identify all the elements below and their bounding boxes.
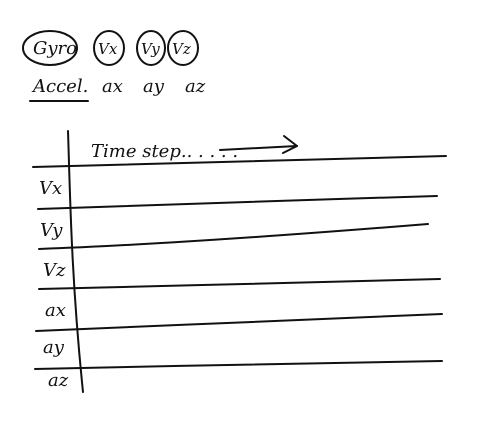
accel-group: Accel. ax ay az bbox=[29, 76, 206, 102]
row-divider-3 bbox=[38, 223, 429, 250]
gyro-vx-circle bbox=[93, 30, 125, 66]
gyro-vy-circle bbox=[136, 30, 166, 66]
row-divider-2 bbox=[37, 195, 438, 210]
gyro-vz-label: Vz bbox=[172, 40, 191, 58]
gyro-label: Gyro bbox=[33, 38, 77, 59]
row-label-az: az bbox=[48, 370, 69, 391]
time-arrow-head bbox=[282, 135, 298, 154]
row-label-vy: Vy bbox=[40, 220, 63, 241]
vertical-axis-line bbox=[67, 130, 84, 393]
row-divider-1 bbox=[32, 155, 447, 168]
gyro-group: Gyro Vx Vy Vz bbox=[22, 30, 199, 66]
row-divider-4 bbox=[38, 278, 441, 290]
gyro-circle bbox=[22, 30, 78, 66]
accel-ay-label: ay bbox=[143, 76, 165, 97]
accel-label: Accel. bbox=[31, 76, 88, 97]
row-label-vx: Vx bbox=[39, 178, 62, 199]
row-label-ax: ax bbox=[45, 300, 66, 321]
row-divider-6 bbox=[34, 360, 443, 370]
gyro-vx-label: Vx bbox=[98, 40, 118, 58]
accel-ax-label: ax bbox=[102, 76, 123, 97]
data-table: Time step.. . . . . Vx Vy Vz ax ay az bbox=[32, 130, 447, 393]
row-divider-5 bbox=[35, 313, 443, 332]
row-label-ay: ay bbox=[43, 337, 65, 358]
row-label-vz: Vz bbox=[43, 260, 66, 281]
accel-az-label: az bbox=[185, 76, 206, 97]
time-arrow-shaft bbox=[219, 145, 298, 151]
gyro-vy-label: Vy bbox=[141, 40, 160, 58]
gyro-vz-circle bbox=[167, 30, 199, 66]
time-step-header: Time step.. . . . . bbox=[91, 141, 238, 162]
